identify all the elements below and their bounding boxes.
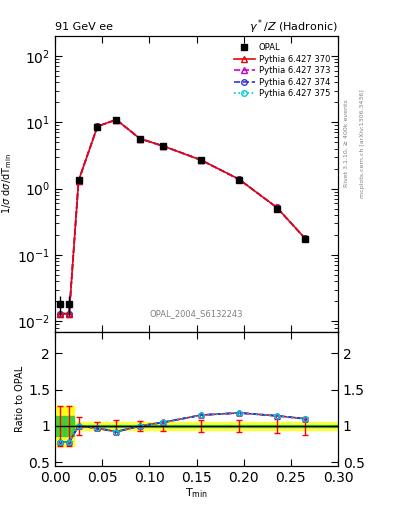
Bar (64, 406, 74, 446)
Text: 91 GeV ee: 91 GeV ee (55, 23, 113, 32)
Bar (55, 406, 64, 446)
Text: $\gamma^*/Z$ (Hadronic): $\gamma^*/Z$ (Hadronic) (249, 17, 338, 36)
Bar (55, 416, 64, 436)
X-axis label: T$_{\rm min}$: T$_{\rm min}$ (185, 486, 208, 500)
Legend: OPAL, Pythia 6.427 370, Pythia 6.427 373, Pythia 6.427 374, Pythia 6.427 375: OPAL, Pythia 6.427 370, Pythia 6.427 373… (231, 40, 334, 102)
Bar (55, 422, 338, 430)
Text: mcplots.cern.ch [arXiv:1306.3436]: mcplots.cern.ch [arXiv:1306.3436] (360, 89, 365, 198)
Bar (64, 416, 74, 436)
Y-axis label: 1/$\sigma$ d$\sigma$/dT$_{\rm min}$: 1/$\sigma$ d$\sigma$/dT$_{\rm min}$ (0, 153, 14, 214)
Bar (55, 425, 338, 427)
Y-axis label: Ratio to OPAL: Ratio to OPAL (15, 366, 26, 432)
Text: OPAL_2004_S6132243: OPAL_2004_S6132243 (150, 309, 243, 318)
Text: Rivet 3.1.10, ≥ 400k events: Rivet 3.1.10, ≥ 400k events (344, 99, 349, 187)
